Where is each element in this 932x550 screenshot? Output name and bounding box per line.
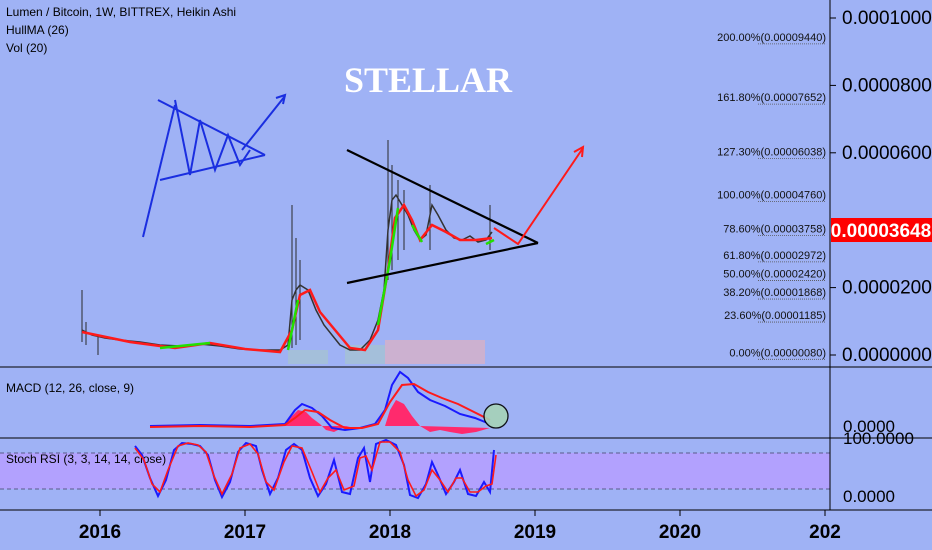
fib-level-label: 100.00%(0.00004760): [717, 190, 826, 202]
symmetrical-triangle: [346, 149, 539, 285]
fib-level-label: 200.00%(0.00009440): [717, 32, 826, 44]
hullma-up-segments: [159, 207, 495, 351]
volume-bar: [288, 350, 328, 364]
indicator-volume-label: Vol (20): [6, 41, 47, 55]
chart-title: Lumen / Bitcoin, 1W, BITTREX, Heikin Ash…: [6, 5, 236, 19]
macd-title: MACD (12, 26, close, 9): [6, 381, 134, 395]
stoch-axis-tick-top: 100.0000: [843, 429, 914, 448]
volume-bars: [288, 340, 485, 364]
macd-histogram-3: [420, 426, 490, 434]
current-price-label: 0.00003648: [831, 221, 931, 242]
stoch-rsi-title: Stoch RSI (3, 3, 14, 14, close): [6, 452, 166, 466]
fib-level-label: 161.80%(0.00007652): [717, 92, 826, 104]
pennant-sketch: [142, 93, 287, 238]
time-tick-label: 202: [809, 522, 841, 543]
macd-histogram-1: [285, 410, 350, 432]
fib-level-label: 78.60%(0.00003758): [723, 223, 826, 235]
stoch-axis-tick-bottom: 0.0000: [843, 487, 895, 506]
time-tick-label: 2018: [369, 522, 411, 543]
fib-level-label: 0.00%(0.00000080): [729, 347, 826, 359]
fib-level-label: 38.20%(0.00001868): [723, 287, 826, 299]
volume-bar: [385, 340, 485, 364]
stoch-rsi-band: [0, 453, 830, 489]
price-tick-label: 0.00000000: [842, 345, 932, 366]
stoch-d-line: [134, 441, 497, 498]
time-tick-label: 2017: [224, 522, 266, 543]
macd-signal-line: [149, 382, 491, 429]
time-axis: 2016 2017 2018 2019 2020 202: [79, 510, 841, 543]
time-tick-label: 2016: [79, 522, 121, 543]
stellar-watermark: STELLAR: [344, 60, 513, 100]
fib-level-label: 61.80%(0.00002972): [723, 250, 826, 262]
macd-highlight-circle: [483, 403, 509, 429]
fib-level-label: 23.60%(0.00001185): [724, 310, 826, 322]
fib-level-label: 50.00%(0.00002420): [723, 268, 826, 280]
macd-axis-tick: 0.0000: [843, 417, 895, 436]
fib-level-label: 127.30%(0.00006038): [717, 147, 826, 159]
hullma-line: [81, 202, 493, 354]
indicator-hullma-label: HullMA (26): [6, 23, 69, 37]
fib-levels: 200.00%(0.00009440) 161.80%(0.00007652) 12…: [717, 32, 826, 360]
projection-arrow: [493, 145, 585, 246]
current-price-badge: [831, 218, 932, 242]
macd-histogram-2: [385, 400, 420, 426]
time-tick-label: 2019: [514, 522, 556, 543]
time-tick-label: 2020: [659, 522, 701, 543]
